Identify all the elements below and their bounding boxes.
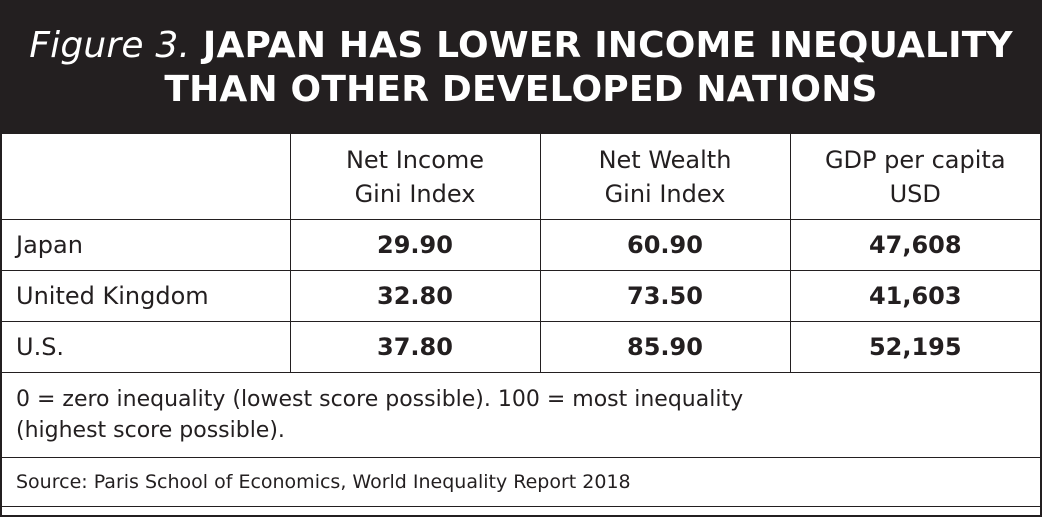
column-header-gdp-per-capita: GDP per capita USD xyxy=(789,133,1040,220)
column-header-line: USD xyxy=(889,179,941,208)
figure-label: Figure 3. xyxy=(29,24,191,66)
data-table: Net Income Gini Index Net Wealth Gini In… xyxy=(2,133,1040,507)
gdp-per-capita-cell: 41,603 xyxy=(789,270,1040,322)
table-source-row: Source: Paris School of Economics, World… xyxy=(2,457,1040,507)
column-header-line: Gini Index xyxy=(604,179,726,208)
scale-note-line: 0 = zero inequality (lowest score possib… xyxy=(16,387,744,412)
column-header-net-wealth-gini: Net Wealth Gini Index xyxy=(539,133,791,220)
net-wealth-gini-cell: 85.90 xyxy=(539,321,791,373)
title-line-2: THAN OTHER DEVELOPED NATIONS xyxy=(164,68,878,110)
column-header-line: Gini Index xyxy=(354,179,476,208)
scale-note: 0 = zero inequality (lowest score possib… xyxy=(2,372,1040,458)
figure-header: Figure 3. JAPAN HAS LOWER INCOME INEQUAL… xyxy=(2,2,1040,133)
column-header-line: Net Wealth xyxy=(598,145,732,174)
source-note: Source: Paris School of Economics, World… xyxy=(2,457,1040,507)
column-header-net-income-gini: Net Income Gini Index xyxy=(289,133,541,220)
country-cell: Japan xyxy=(2,219,291,271)
net-income-gini-cell: 29.90 xyxy=(289,219,541,271)
column-header-line: GDP per capita xyxy=(824,145,1006,174)
table-row-us: U.S. 37.80 85.90 52,195 xyxy=(2,321,1040,373)
gdp-per-capita-cell: 52,195 xyxy=(789,321,1040,373)
scale-note-line: (highest score possible). xyxy=(16,418,285,443)
column-header-country xyxy=(2,133,291,220)
country-cell: United Kingdom xyxy=(2,270,291,322)
title-text-1: JAPAN HAS LOWER INCOME INEQUALITY xyxy=(202,24,1013,66)
table-row-united-kingdom: United Kingdom 32.80 73.50 41,603 xyxy=(2,270,1040,322)
net-wealth-gini-cell: 60.90 xyxy=(539,219,791,271)
table-note-row: 0 = zero inequality (lowest score possib… xyxy=(2,372,1040,458)
gdp-per-capita-cell: 47,608 xyxy=(789,219,1040,271)
country-cell: U.S. xyxy=(2,321,291,373)
title-line-1: Figure 3. JAPAN HAS LOWER INCOME INEQUAL… xyxy=(29,24,1013,68)
net-income-gini-cell: 37.80 xyxy=(289,321,541,373)
column-header-line: Net Income xyxy=(345,145,485,174)
net-wealth-gini-cell: 73.50 xyxy=(539,270,791,322)
net-income-gini-cell: 32.80 xyxy=(289,270,541,322)
table-header-row: Net Income Gini Index Net Wealth Gini In… xyxy=(2,133,1040,220)
table-row-japan: Japan 29.90 60.90 47,608 xyxy=(2,219,1040,271)
